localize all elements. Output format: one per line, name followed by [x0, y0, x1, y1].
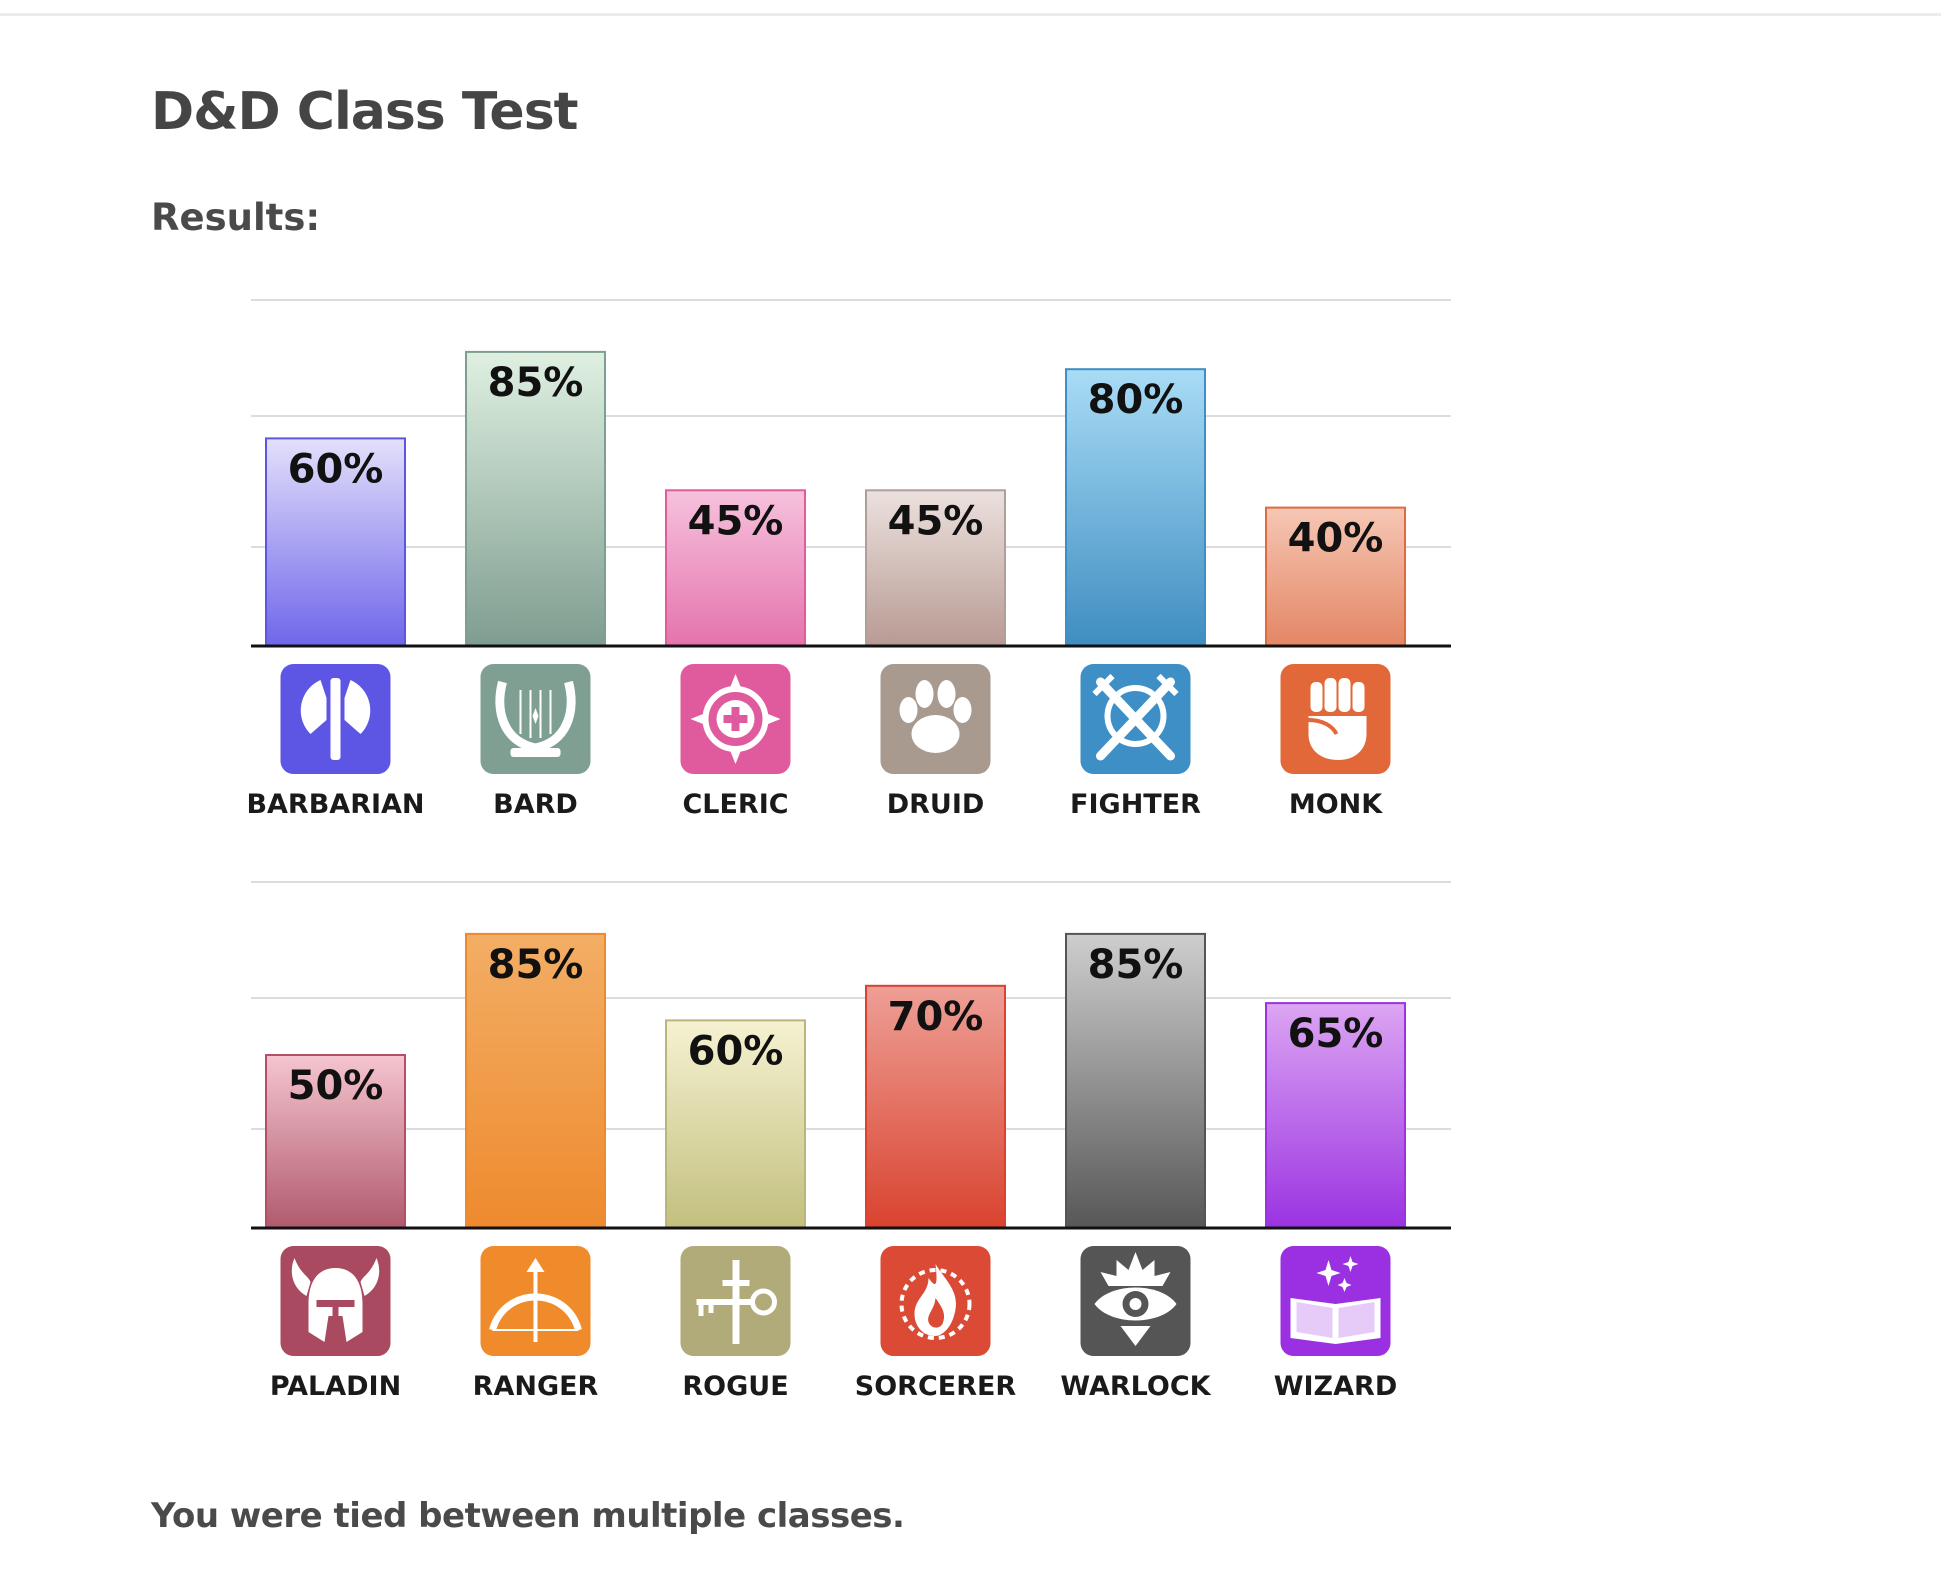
class-name-label: WARLOCK — [1060, 1371, 1211, 1402]
bar-value-label: 65% — [1288, 1011, 1384, 1057]
paw-icon — [880, 664, 991, 774]
bar-ranger — [465, 932, 606, 1230]
top-divider — [0, 13, 1941, 16]
bar-sorcerer — [865, 984, 1006, 1229]
holy-symbol-icon — [680, 664, 791, 774]
dagger-key-icon — [680, 1246, 791, 1356]
spellbook-icon — [1280, 1246, 1391, 1356]
bar-value-label: 85% — [488, 360, 584, 406]
bar-value-label: 70% — [888, 994, 984, 1040]
class-name-label: PALADIN — [270, 1371, 401, 1402]
axe-icon — [280, 664, 391, 774]
fist-icon — [1280, 664, 1391, 774]
class-name-label: BARD — [493, 789, 578, 820]
class-name-label: BARBARIAN — [246, 789, 424, 820]
results-label: Results: — [151, 196, 321, 239]
bar-value-label: 45% — [688, 498, 784, 544]
result-summary: You were tied between multiple classes. — [151, 1496, 905, 1536]
bar-cleric — [665, 489, 806, 647]
bow-icon — [480, 1246, 591, 1356]
bar-value-label: 85% — [1088, 942, 1184, 988]
bar-warlock — [1065, 932, 1206, 1230]
class-name-label: DRUID — [887, 789, 985, 820]
bar-value-label: 85% — [488, 942, 584, 988]
bar-fighter — [1065, 368, 1206, 647]
bar-chart-2: 50% PALADIN 85% RANGER 60% ROGUE 70% SORCERER 85… — [251, 881, 1451, 1402]
class-name-label: MONK — [1289, 789, 1383, 820]
bar-value-label: 45% — [888, 498, 984, 544]
bar-monk — [1265, 506, 1406, 647]
class-name-label: WIZARD — [1274, 1371, 1398, 1402]
class-name-label: FIGHTER — [1070, 789, 1201, 820]
class-name-label: ROGUE — [682, 1371, 788, 1402]
bar-druid — [865, 489, 1006, 647]
winged-helmet-icon — [280, 1246, 391, 1356]
class-name-label: CLERIC — [682, 789, 788, 820]
class-name-label: RANGER — [473, 1371, 599, 1402]
eye-icon — [1080, 1246, 1191, 1356]
page-title: D&D Class Test — [151, 82, 579, 142]
bar-bard — [465, 350, 606, 647]
bar-chart-1: 60% BARBARIAN 85% BARD 45% CLERIC 45% DRUID 80% F… — [246, 299, 1451, 820]
bar-value-label: 50% — [288, 1063, 384, 1109]
class-name-label: SORCERER — [855, 1371, 1017, 1402]
bar-value-label: 60% — [288, 446, 384, 492]
bar-paladin — [265, 1054, 406, 1229]
bar-wizard — [1265, 1002, 1406, 1229]
fire-icon — [880, 1246, 991, 1356]
lyre-icon — [480, 664, 591, 774]
bar-value-label: 60% — [688, 1028, 784, 1074]
bar-value-label: 40% — [1288, 516, 1384, 562]
crossed-swords-icon — [1080, 664, 1191, 774]
bar-value-label: 80% — [1088, 377, 1184, 423]
